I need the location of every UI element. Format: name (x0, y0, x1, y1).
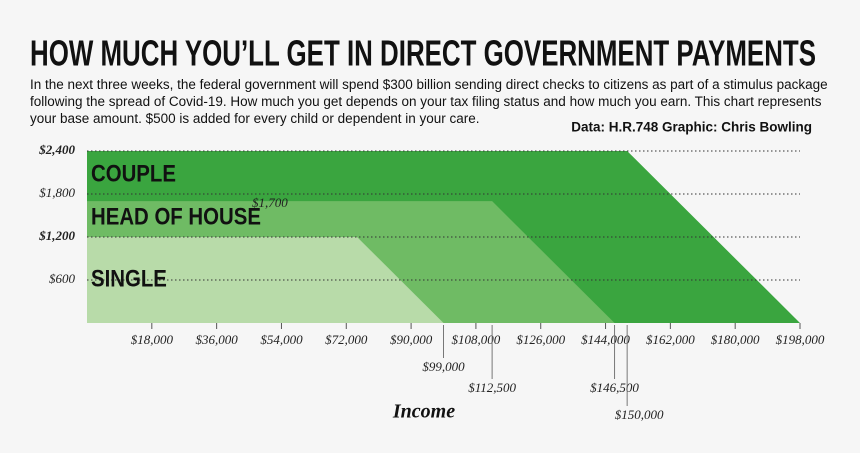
x-tick-label: $18,000 (131, 332, 174, 347)
annotation-label: $99,000 (422, 359, 465, 374)
series-label: COUPLE (91, 160, 176, 187)
x-tick-label: $72,000 (325, 332, 368, 347)
y-tick-label: $600 (49, 271, 76, 286)
x-tick-label: $180,000 (711, 332, 760, 347)
x-tick-label: $162,000 (646, 332, 695, 347)
annotation-label: $150,000 (615, 407, 664, 422)
x-tick-label: $144,000 (581, 332, 630, 347)
subtitle-box: In the next three weeks, the federal gov… (30, 77, 828, 126)
x-tick-label: $90,000 (390, 332, 433, 347)
x-tick-label: $126,000 (516, 332, 565, 347)
annotation-label: $146,500 (590, 380, 639, 395)
y-tick-label: $1,200 (38, 228, 75, 243)
source: Data: H.R.748 Graphic: Chris Bowling (571, 120, 812, 135)
annotation-label: $112,500 (468, 380, 516, 395)
subtitle: In the next three weeks, the federal gov… (30, 77, 828, 126)
x-tick-label: $108,000 (452, 332, 501, 347)
y-tick-label: $1,800 (39, 185, 75, 200)
series-label: HEAD OF HOUSE (91, 203, 261, 230)
x-tick-label: $36,000 (196, 332, 239, 347)
x-axis-label: Income (392, 401, 455, 423)
y-tick-label: $2,400 (38, 142, 75, 157)
x-tick-label: $198,000 (776, 332, 825, 347)
series-label: SINGLE (91, 265, 167, 292)
x-tick-label: $54,000 (260, 332, 303, 347)
chart-title: HOW MUCH YOU’LL GET IN DIRECT GOVERNMENT… (30, 33, 816, 74)
y-annotation: $1,700 (252, 195, 288, 210)
area (87, 237, 444, 323)
